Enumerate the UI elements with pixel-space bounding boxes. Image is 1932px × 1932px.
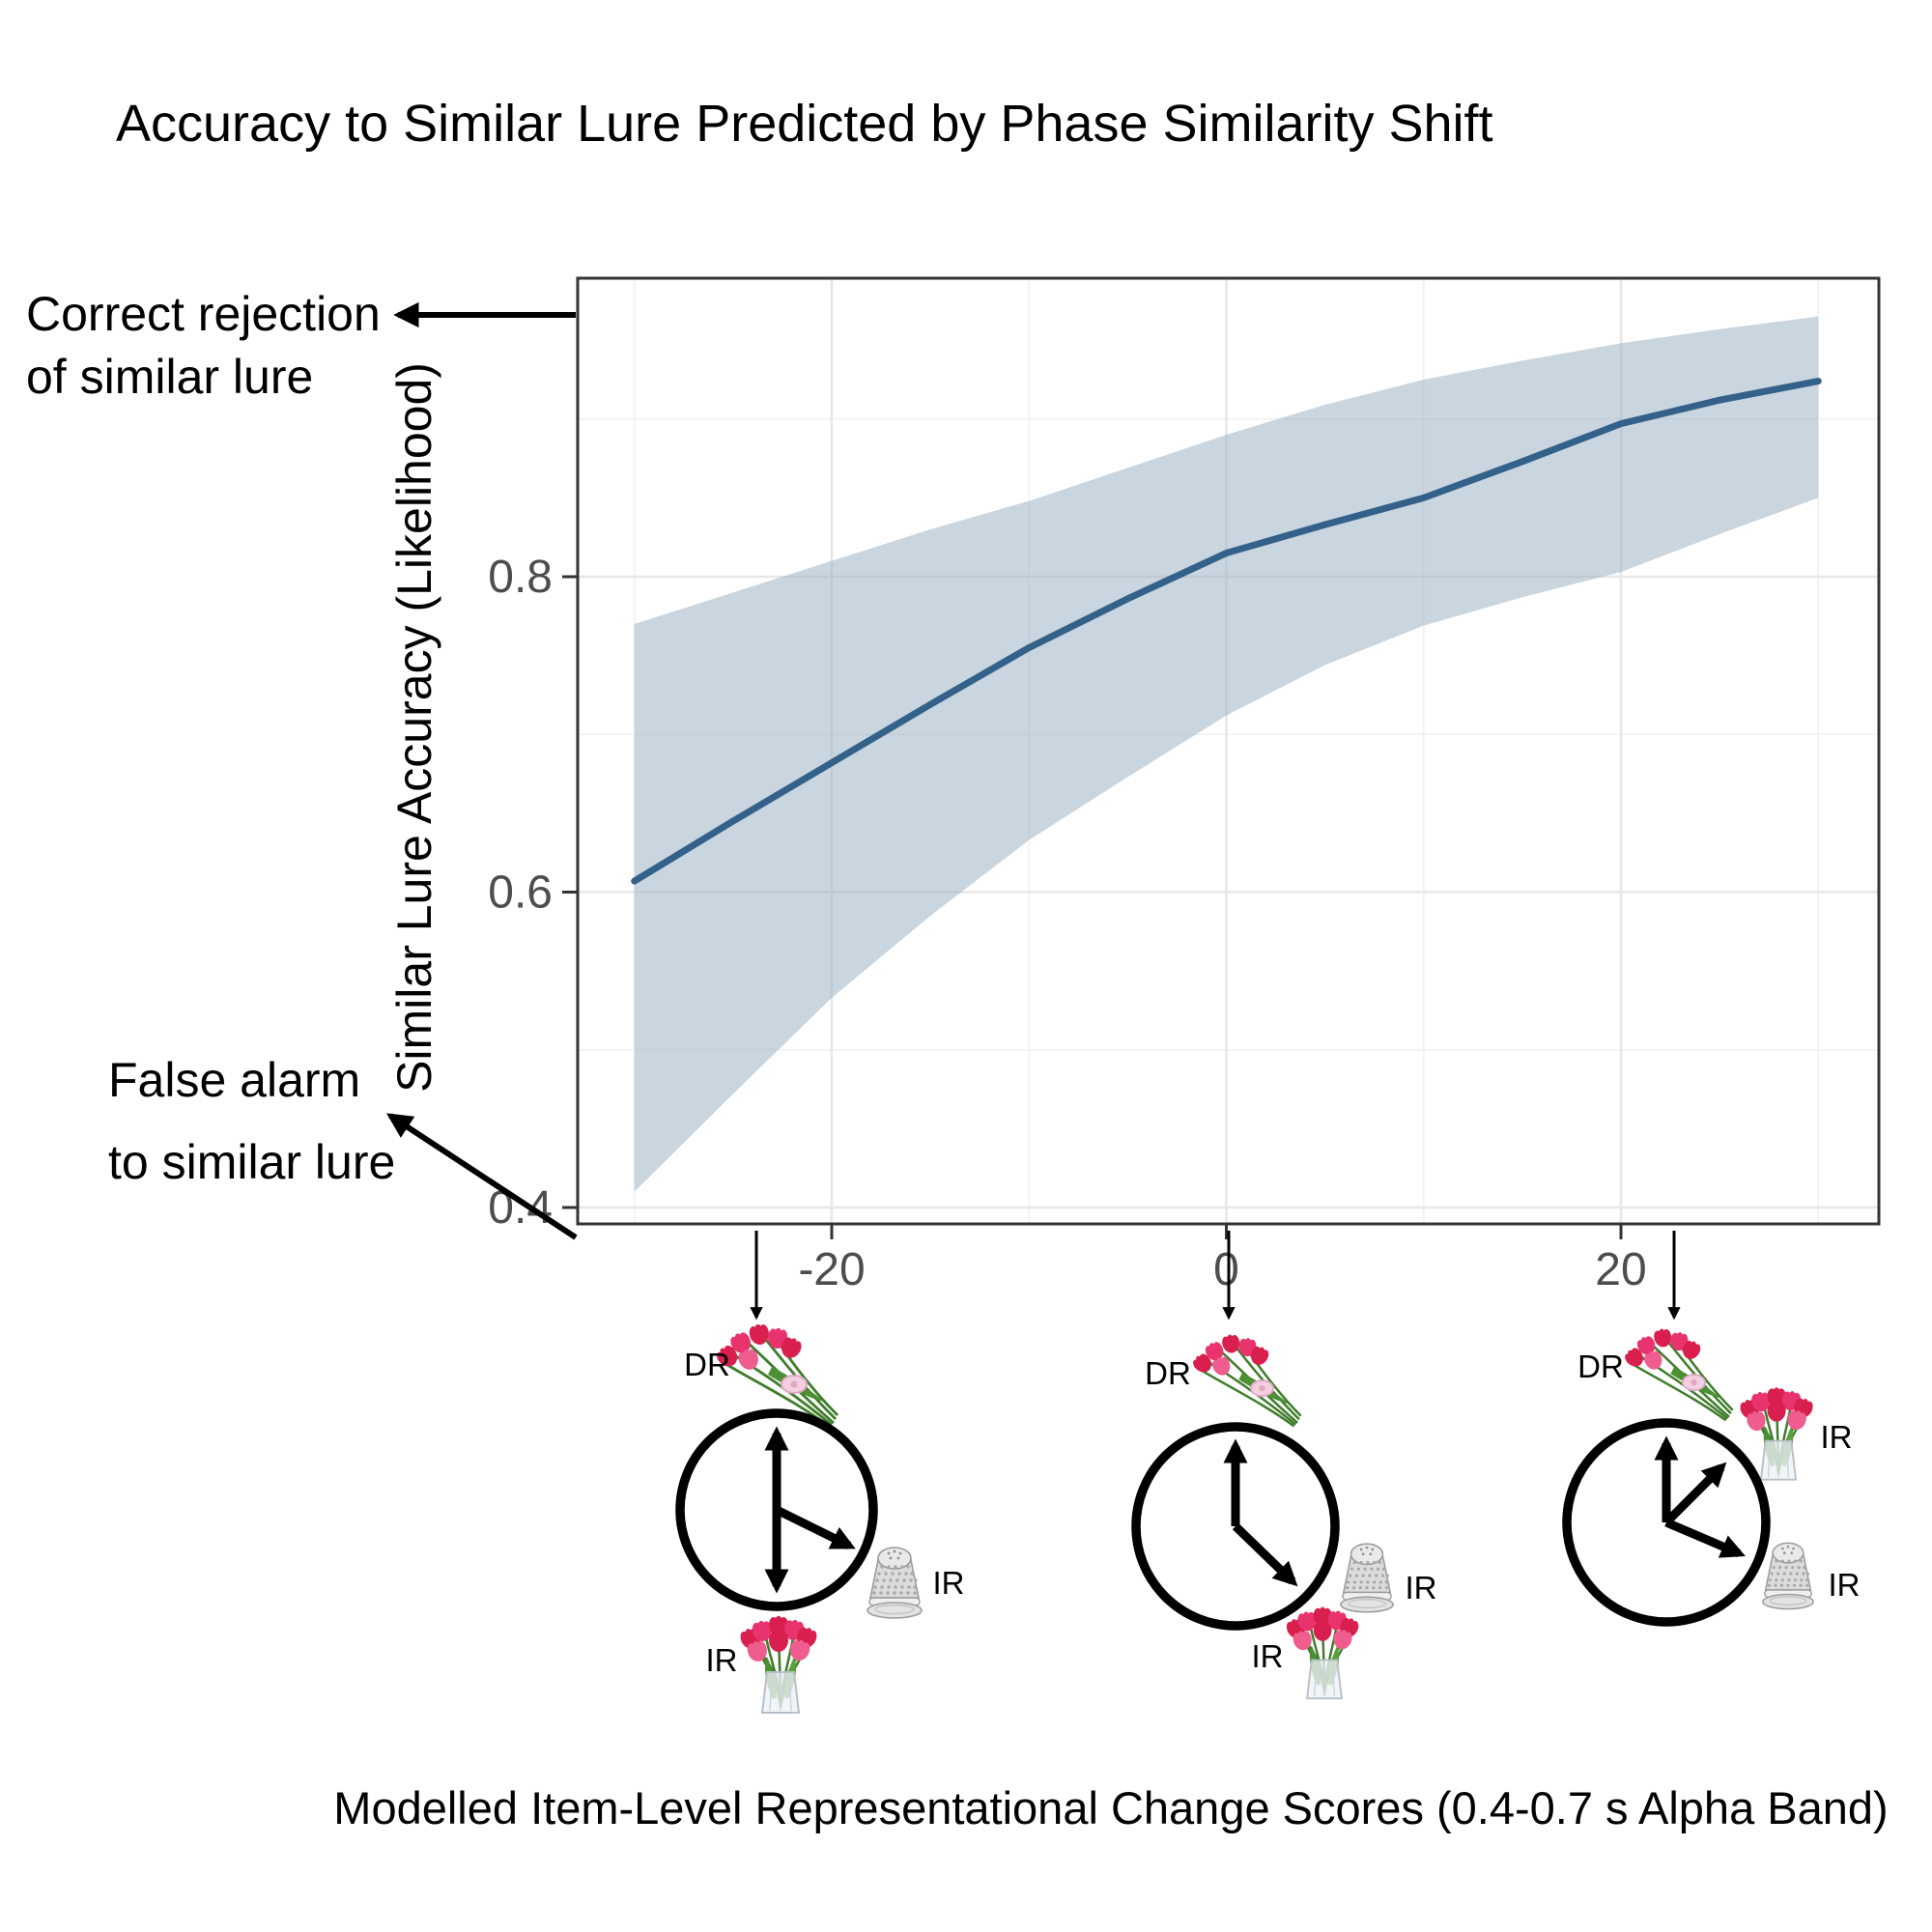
- correct-rejection-line1: Correct rejection: [26, 287, 381, 341]
- clock-hand-down-right: [1664, 1518, 1746, 1558]
- dr-label: DR: [1577, 1349, 1624, 1384]
- plot-title: Accuracy to Similar Lure Predicted by Ph…: [116, 95, 1493, 153]
- tulip-bouquet-diagonal-icon: [1622, 1327, 1733, 1420]
- dr-label: DR: [684, 1347, 730, 1382]
- x-tick-label: 20: [1595, 1244, 1646, 1295]
- plot-panel-border: [576, 276, 1881, 1226]
- y-tick-label: 0.8: [488, 552, 553, 603]
- phase-clock-circle: [675, 1408, 878, 1611]
- phase-clock-circle: [1131, 1422, 1340, 1631]
- ir-thimble-label: IR: [1406, 1570, 1437, 1605]
- annotation-correct-rejection: Correct rejection of similar lure: [26, 287, 576, 404]
- tulip-bouquet-diagonal-icon: [1190, 1333, 1301, 1426]
- ir-thimble-label: IR: [933, 1565, 965, 1601]
- false-alarm-line1: False alarm: [108, 1053, 360, 1107]
- clock-diagram-right: DR IR IR: [1562, 1327, 1861, 1627]
- y-tick-label: 0.6: [488, 867, 553, 919]
- clock-hand-to-thimble: [775, 1505, 856, 1550]
- phase-clock-circle: [1562, 1418, 1771, 1627]
- ir-bouquet-label: IR: [1821, 1419, 1853, 1455]
- thimble-icon: [867, 1547, 923, 1619]
- annotation-false-alarm: False alarm to similar lure: [108, 1053, 578, 1240]
- model-fit-line: [631, 378, 1822, 885]
- ir-thimble-label: IR: [1829, 1567, 1861, 1603]
- clock-hand-up-right: [1662, 1462, 1727, 1526]
- axis-ticks: -20 0 20 0.4 0.6 0.8: [488, 552, 1646, 1295]
- y-tick-label: 0.4: [488, 1182, 553, 1234]
- tulip-bouquet-upright-icon: [738, 1616, 818, 1713]
- clock-diagram-left: DR IR IR: [675, 1322, 965, 1713]
- dr-label: DR: [1145, 1355, 1191, 1391]
- x-axis-title: Modelled Item-Level Representational Cha…: [333, 1782, 1888, 1833]
- x-tick-label: 0: [1213, 1244, 1239, 1295]
- y-axis-title: Similar Lure Accuracy (Likelihood): [387, 362, 441, 1093]
- clock-hand-down-right: [1232, 1522, 1298, 1587]
- x-tick-label: -20: [798, 1244, 865, 1295]
- thimble-icon: [1762, 1542, 1814, 1610]
- false-alarm-line2: to similar lure: [108, 1135, 395, 1189]
- ir-bouquet-label: IR: [1252, 1638, 1284, 1674]
- clock-diagram-middle: DR IR IR: [1131, 1333, 1437, 1699]
- correct-rejection-line2: of similar lure: [26, 350, 313, 404]
- confidence-ribbon: [634, 316, 1819, 1192]
- false-alarm-arrow: [386, 1113, 578, 1240]
- thimble-icon: [1340, 1543, 1394, 1613]
- tulip-bouquet-upright-icon: [1285, 1607, 1361, 1699]
- ir-bouquet-label: IR: [706, 1642, 738, 1678]
